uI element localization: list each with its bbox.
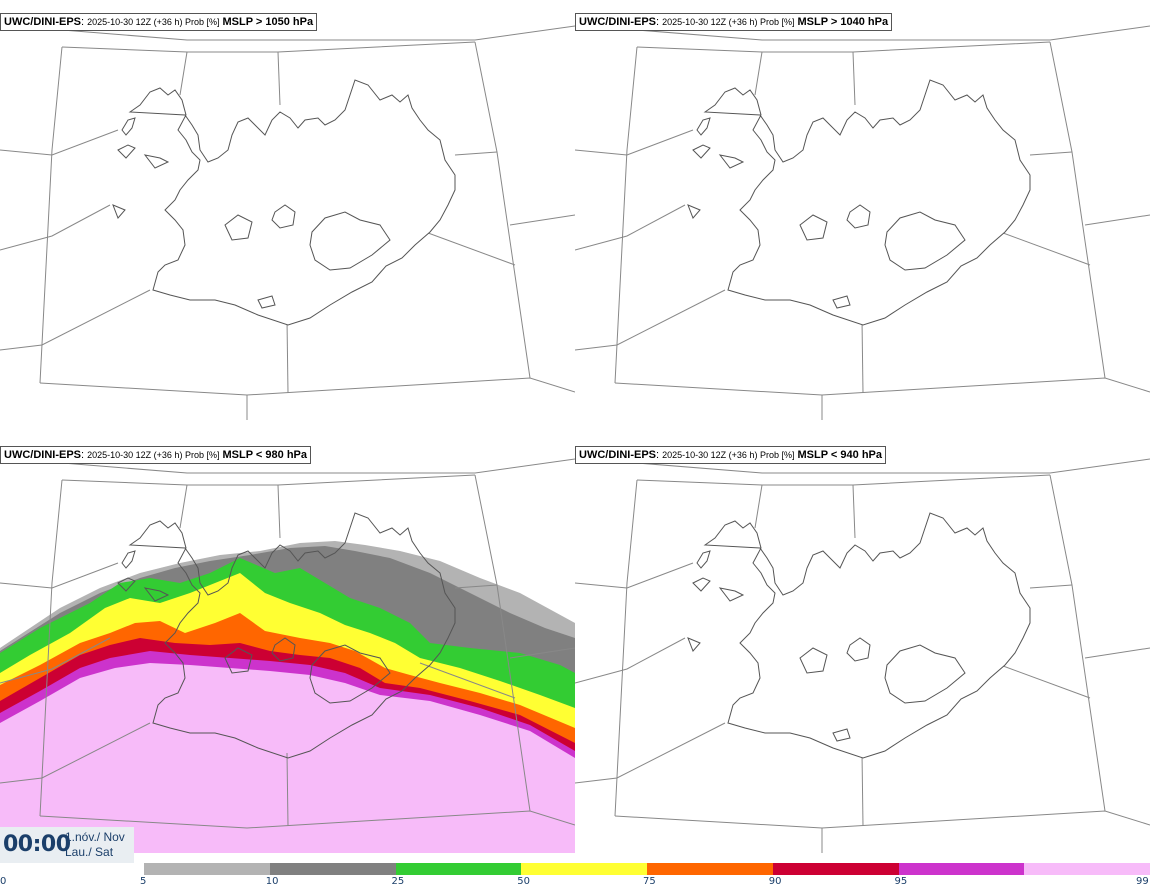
map-canvas <box>575 24 1150 420</box>
color-bar-tick-label: 25 <box>391 876 405 887</box>
map-canvas <box>0 457 575 853</box>
color-bar-tick-label: 75 <box>643 876 656 887</box>
panel-title: UWC/DINI-EPS: 2025-10-30 12Z (+36 h) Pro… <box>0 446 311 464</box>
map-panel-mslp-lt-940: UWC/DINI-EPS: 2025-10-30 12Z (+36 h) Pro… <box>575 433 1150 865</box>
map-panel-mslp-lt-980: UWC/DINI-EPS: 2025-10-30 12Z (+36 h) Pro… <box>0 433 575 865</box>
run-info: 2025-10-30 12Z (+36 h) Prob [%] <box>662 450 795 460</box>
threshold-label: MSLP > 1050 hPa <box>222 16 314 28</box>
threshold-label: MSLP > 1040 hPa <box>797 16 889 28</box>
threshold-label: MSLP < 940 hPa <box>797 449 882 461</box>
valid-date-line1: 1.nóv./ Nov <box>65 830 125 844</box>
color-bar-tick-label: 10 <box>265 876 279 887</box>
run-info: 2025-10-30 12Z (+36 h) Prob [%] <box>87 17 220 27</box>
map-canvas <box>0 24 575 420</box>
model-name: UWC/DINI-EPS <box>579 16 656 28</box>
color-bar-segment <box>898 863 1025 875</box>
threshold-label: MSLP < 980 hPa <box>222 449 307 461</box>
panel-title: UWC/DINI-EPS: 2025-10-30 12Z (+36 h) Pro… <box>0 13 318 31</box>
model-name: UWC/DINI-EPS <box>4 449 81 461</box>
valid-date-line2: Lau./ Sat <box>65 845 114 859</box>
probability-color-bar <box>144 863 1150 875</box>
color-bar-segment <box>395 863 522 875</box>
color-bar-tick-label: 99 <box>1136 876 1149 887</box>
color-bar-tick-label: 95 <box>894 876 908 887</box>
model-name: UWC/DINI-EPS <box>4 16 81 28</box>
color-bar-segment <box>772 863 899 875</box>
color-bar-tick-label: 90 <box>768 876 782 887</box>
run-info: 2025-10-30 12Z (+36 h) Prob [%] <box>662 17 795 27</box>
map-canvas <box>575 457 1150 853</box>
color-bar-segment <box>269 863 396 875</box>
valid-time-box: 00:00 1.nóv./ Nov Lau./ Sat <box>0 827 134 863</box>
color-bar-tick-label: 5 <box>140 876 147 887</box>
color-bar-tick-label: 0 <box>0 876 7 887</box>
map-panel-mslp-gt-1040: UWC/DINI-EPS: 2025-10-30 12Z (+36 h) Pro… <box>575 0 1150 432</box>
panel-title: UWC/DINI-EPS: 2025-10-30 12Z (+36 h) Pro… <box>575 13 893 31</box>
color-bar-segment <box>144 863 270 875</box>
color-bar-segment <box>1024 863 1150 875</box>
color-bar-segment <box>647 863 773 875</box>
color-bar-ticks: 0 5 10 25 50 75 90 95 99 <box>0 876 1150 890</box>
color-bar-tick-label: 50 <box>517 876 530 887</box>
run-info: 2025-10-30 12Z (+36 h) Prob [%] <box>87 450 220 460</box>
panel-title: UWC/DINI-EPS: 2025-10-30 12Z (+36 h) Pro… <box>575 446 886 464</box>
valid-time-clock: 00:00 <box>3 832 71 857</box>
model-name: UWC/DINI-EPS <box>579 449 656 461</box>
color-bar-segment <box>521 863 647 875</box>
map-panel-mslp-gt-1050: UWC/DINI-EPS: 2025-10-30 12Z (+36 h) Pro… <box>0 0 575 432</box>
